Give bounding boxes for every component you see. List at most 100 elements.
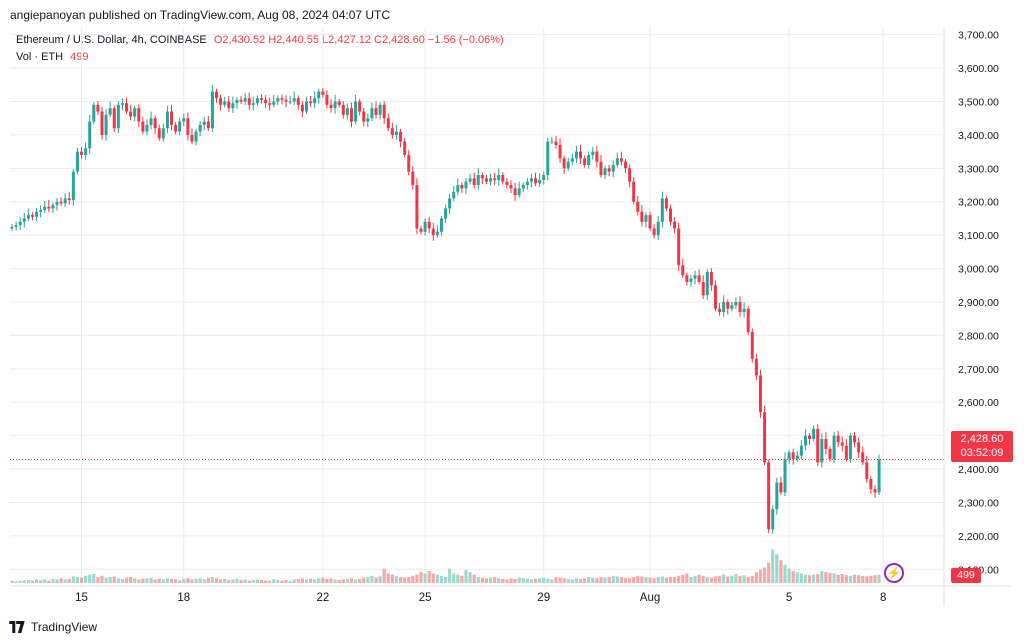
candle-body <box>84 148 88 155</box>
volume-bar <box>26 580 30 583</box>
candle-body <box>153 118 157 129</box>
y-axis-ticks: 2,100.002,200.002,300.002,400.002,500.00… <box>958 30 999 577</box>
volume-bar <box>533 578 538 583</box>
volume-bar <box>611 575 615 583</box>
candle-body <box>370 108 374 119</box>
volume-bar <box>468 572 472 583</box>
candle-body <box>223 101 227 105</box>
volume-bar <box>493 577 497 583</box>
volume-bar <box>672 577 677 583</box>
volume-bar <box>96 577 100 583</box>
volume-bar <box>55 579 59 583</box>
candle-body <box>464 181 468 189</box>
candle-body <box>55 201 59 206</box>
candle-body <box>403 141 407 155</box>
candle-body <box>75 151 79 172</box>
volume-bar <box>288 580 292 583</box>
candle-body <box>149 118 153 125</box>
volume-bar <box>308 578 313 583</box>
volume-bar <box>169 578 174 583</box>
candle-body <box>599 161 603 176</box>
volume-bar <box>816 574 820 583</box>
candle-body <box>161 128 165 139</box>
candle-body <box>574 151 578 159</box>
volume-bar <box>268 580 272 583</box>
volume-bar <box>206 577 210 583</box>
candle-body <box>844 445 848 460</box>
volume-bar <box>386 573 390 583</box>
volume-bar <box>43 579 47 583</box>
volume-bar <box>648 577 652 583</box>
lightning-bolt-icon[interactable]: ⚡ <box>884 563 904 583</box>
y-tick-label: 3,100.00 <box>958 230 999 242</box>
candle-body <box>713 285 717 309</box>
candle-body <box>554 141 558 145</box>
volume-bar <box>345 578 349 583</box>
candle-body <box>783 459 787 493</box>
candle-body <box>215 91 218 99</box>
candle-body <box>591 151 595 155</box>
volume-bar <box>787 568 791 583</box>
candle-body <box>718 308 722 313</box>
volume-bar <box>284 580 288 583</box>
volume-bar <box>394 575 399 583</box>
volume-bar <box>558 577 562 583</box>
candle-body <box>354 101 358 122</box>
volume-bar <box>251 580 255 583</box>
candle-body <box>546 141 550 176</box>
last-volume-label: 499 <box>951 568 981 583</box>
volume-bar <box>767 562 771 583</box>
candle-body <box>170 111 174 125</box>
volume-bar <box>877 574 881 583</box>
volume-bar <box>178 580 182 583</box>
volume-bar <box>803 574 808 583</box>
volume-bar <box>873 575 877 583</box>
candle-body <box>39 210 43 212</box>
volume-bar <box>423 573 427 583</box>
candle-body <box>705 271 709 296</box>
candle-body <box>853 435 857 443</box>
volume-bar <box>362 577 366 583</box>
candle-body <box>112 108 116 129</box>
volume-bar <box>358 578 362 583</box>
candle-body <box>521 185 525 189</box>
volume-bar <box>108 577 112 583</box>
volume-bar <box>161 579 165 583</box>
y-tick-label: 3,000.00 <box>958 264 999 276</box>
candle-body <box>431 228 435 236</box>
candle-body <box>423 221 427 232</box>
volume-bar <box>403 577 407 583</box>
volume-bar <box>255 579 259 583</box>
volume-bar <box>431 573 435 583</box>
candle-body <box>489 178 493 182</box>
volume-bar <box>685 573 689 583</box>
tradingview-logo-icon[interactable] <box>8 621 26 633</box>
footer-brand[interactable]: TradingView <box>31 620 98 634</box>
volume-bar <box>632 577 636 583</box>
volume-bar <box>693 575 697 583</box>
y-tick-label: 3,600.00 <box>958 63 999 75</box>
legend-volume-row: Vol · ETH 499 <box>16 49 504 66</box>
x-tick-label: 15 <box>75 592 88 604</box>
candle-body <box>677 228 681 266</box>
candle-body <box>730 305 734 309</box>
candle-body <box>525 181 529 186</box>
volume-bar <box>157 578 161 583</box>
volume-bar <box>562 578 566 583</box>
candle-body <box>754 358 758 376</box>
volume-label[interactable]: Vol · ETH <box>16 51 64 63</box>
volume-bar <box>505 579 509 583</box>
candle-body <box>349 108 353 122</box>
volume-bar <box>186 578 190 583</box>
candle-body <box>828 449 832 460</box>
symbol-title[interactable]: Ethereum / U.S. Dollar, 4h, COINBASE <box>16 34 207 46</box>
candle-body <box>607 168 611 172</box>
candle-body <box>174 124 178 132</box>
volume-bar <box>259 580 264 583</box>
volume-bar <box>529 579 534 583</box>
volume-bar <box>378 576 382 583</box>
candle-body <box>693 275 697 279</box>
grid-lines <box>10 28 944 586</box>
volume-bar <box>280 580 284 583</box>
